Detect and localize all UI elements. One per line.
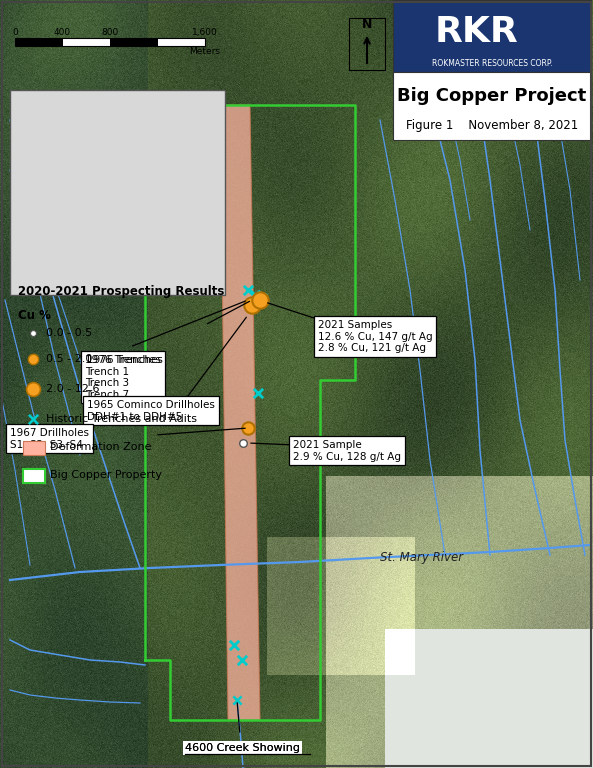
Point	[229, 639, 239, 651]
Bar	[23, 442, 45, 455]
Text: Deformation Zone: Deformation Zone	[50, 442, 151, 452]
Text: 0.0 - 0.5: 0.0 - 0.5	[46, 328, 93, 338]
Point	[250, 289, 260, 301]
Point	[28, 326, 38, 339]
Point	[243, 284, 253, 296]
Text: St. Mary River: St. Mary River	[380, 551, 463, 564]
Bar	[393, 0, 591, 72]
Text: 0: 0	[12, 28, 18, 37]
Text: ROKMASTER RESOURCES CORP.: ROKMASTER RESOURCES CORP.	[432, 59, 552, 68]
Text: 1976 Trenches: 1976 Trenches	[87, 355, 163, 365]
Point	[247, 299, 257, 311]
Polygon shape	[220, 105, 260, 720]
Text: N: N	[362, 18, 372, 31]
Point	[255, 294, 264, 306]
Text: 400: 400	[54, 28, 71, 37]
Text: Historic Trenches and Adits: Historic Trenches and Adits	[46, 415, 197, 425]
Text: Figure 1    November 8, 2021: Figure 1 November 8, 2021	[406, 118, 578, 131]
Point	[28, 382, 38, 395]
Bar	[15, 38, 205, 46]
Point	[28, 353, 38, 366]
Point	[253, 387, 263, 399]
Text: Big Copper Project: Big Copper Project	[397, 87, 586, 104]
Point	[28, 413, 38, 425]
Point	[238, 437, 248, 449]
Text: Cu %: Cu %	[18, 309, 51, 322]
Bar	[393, 72, 591, 140]
Text: 4600 Creek Showing: 4600 Creek Showing	[185, 743, 300, 753]
Text: 2021 Samples
12.6 % Cu, 147 g/t Ag
2.8 % Cu, 121 g/t Ag: 2021 Samples 12.6 % Cu, 147 g/t Ag 2.8 %…	[318, 320, 433, 353]
Text: 1976 Trenches
Trench 1
Trench 3
Trench 7: 1976 Trenches Trench 1 Trench 3 Trench 7	[85, 355, 161, 400]
Text: Meters: Meters	[190, 47, 221, 56]
Bar	[349, 18, 385, 70]
Text: 1,600: 1,600	[192, 28, 218, 37]
Point	[257, 292, 267, 304]
Text: 2020-2021 Prospecting Results: 2020-2021 Prospecting Results	[18, 285, 224, 298]
Text: 2021 Sample
2.9 % Cu, 128 g/t Ag: 2021 Sample 2.9 % Cu, 128 g/t Ag	[293, 440, 401, 462]
Text: 1967 Drillholes
S1, S2, S3, S4: 1967 Drillholes S1, S2, S3, S4	[10, 428, 89, 449]
Point	[247, 299, 257, 311]
Text: 4600 Creek Showing: 4600 Creek Showing	[185, 743, 300, 753]
Bar	[110, 38, 158, 46]
Bar	[23, 469, 45, 483]
Text: 1965 Cominco Drillholes
DDH#1 to DDH#5: 1965 Cominco Drillholes DDH#1 to DDH#5	[87, 400, 215, 422]
Point	[232, 694, 242, 706]
Point	[237, 654, 247, 666]
Point	[243, 422, 253, 434]
Text: RKR: RKR	[434, 15, 518, 49]
Text: Big Copper Property: Big Copper Property	[50, 470, 162, 481]
Bar	[15, 38, 62, 46]
Point	[254, 296, 264, 308]
Text: 2.0 - 12.6: 2.0 - 12.6	[46, 383, 100, 394]
Text: 0.5 - 2.0: 0.5 - 2.0	[46, 354, 93, 364]
Bar	[10, 90, 225, 295]
Text: 800: 800	[101, 28, 119, 37]
